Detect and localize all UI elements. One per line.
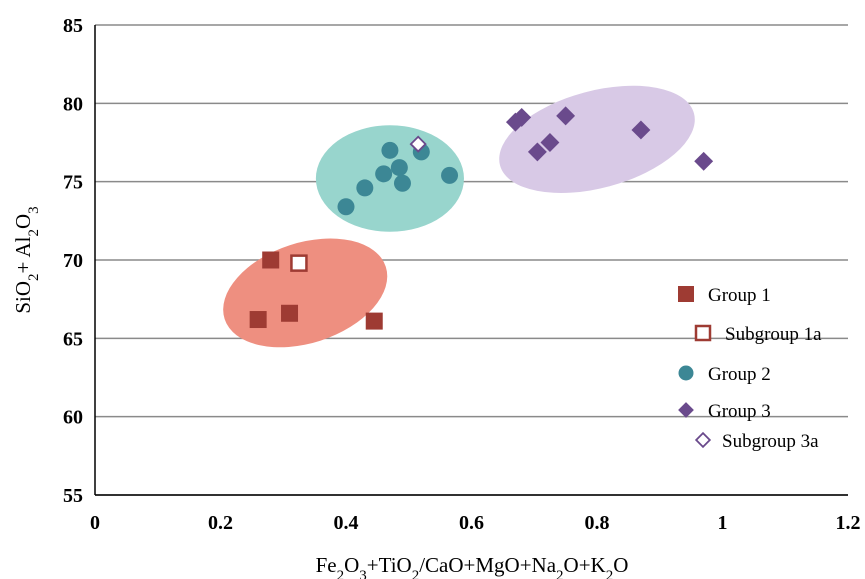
point-group-2-2: [356, 179, 374, 197]
cluster-ellipse-group-3: [499, 85, 695, 193]
gridlines: [95, 24, 848, 496]
point-group-1-3: [281, 304, 299, 322]
legend-label-subgroup-1a: Subgroup 1a: [725, 324, 822, 345]
point-group-3-3: [527, 142, 547, 162]
legend-marker-group-3: [678, 402, 694, 418]
data-points: [249, 106, 714, 330]
x-tick-label-0.4: 0.4: [334, 512, 359, 534]
point-group-2-4: [381, 141, 399, 159]
legend-label-group-3: Group 3: [708, 401, 771, 422]
point-group-2-6: [393, 174, 411, 192]
legend-marker-group-2: [678, 365, 694, 381]
y-tick-label-75: 75: [63, 172, 83, 194]
point-group-1-2: [262, 251, 280, 269]
y-tick-label-80: 80: [63, 93, 83, 115]
y-tick-label-55: 55: [63, 485, 83, 507]
legend-marker-subgroup-3a: [694, 431, 712, 449]
y-tick-label-60: 60: [63, 407, 83, 429]
y-axis-label: SiO2+ Al2O3: [11, 206, 42, 313]
x-tick-label-1.2: 1.2: [836, 512, 861, 534]
x-axis-label: Fe2O3+TiO2/CaO+MgO+Na2O+K2O: [316, 553, 629, 579]
x-tick-label-0: 0: [90, 512, 100, 534]
point-group-1-4: [365, 312, 383, 330]
legend-label-group-2: Group 2: [708, 364, 771, 385]
legend-label-subgroup-3a: Subgroup 3a: [722, 431, 819, 452]
cluster-ellipse-group-1: [223, 238, 388, 348]
x-tick-label-0.8: 0.8: [585, 512, 610, 534]
y-tick-label-70: 70: [63, 250, 83, 272]
legend-label-group-1: Group 1: [708, 285, 771, 306]
y-tick-label-85: 85: [63, 15, 83, 37]
point-subgroup-3a-1: [409, 135, 427, 153]
point-group-3-5: [556, 106, 576, 126]
y-tick-label-65: 65: [63, 328, 83, 350]
legend-marker-subgroup-1a: [694, 324, 712, 342]
tick-labels: 55 60 65 70 75 80 85 0 0.2 0.4 0.6 0.8 1 1.2: [63, 15, 861, 534]
point-group-3-6: [631, 120, 651, 140]
point-group-3-7: [694, 151, 714, 171]
point-group-1-1: [249, 311, 267, 329]
point-group-3-1: [505, 112, 525, 132]
legend-marker-group-1: [678, 286, 694, 302]
x-tick-label-1: 1: [718, 512, 728, 534]
legend: Group 1 Subgroup 1a Group 2 Group 3 Subgroup…: [678, 285, 822, 452]
x-tick-label-0.6: 0.6: [459, 512, 484, 534]
point-group-2-5: [390, 159, 408, 177]
axes: [94, 25, 848, 496]
point-group-2-1: [337, 198, 355, 216]
point-subgroup-1a-1: [290, 254, 308, 272]
point-group-2-3: [375, 165, 393, 183]
point-group-2-8: [441, 166, 459, 184]
point-group-3-4: [540, 133, 560, 152]
point-group-3-2: [512, 107, 532, 127]
x-tick-label-0.2: 0.2: [208, 512, 233, 534]
